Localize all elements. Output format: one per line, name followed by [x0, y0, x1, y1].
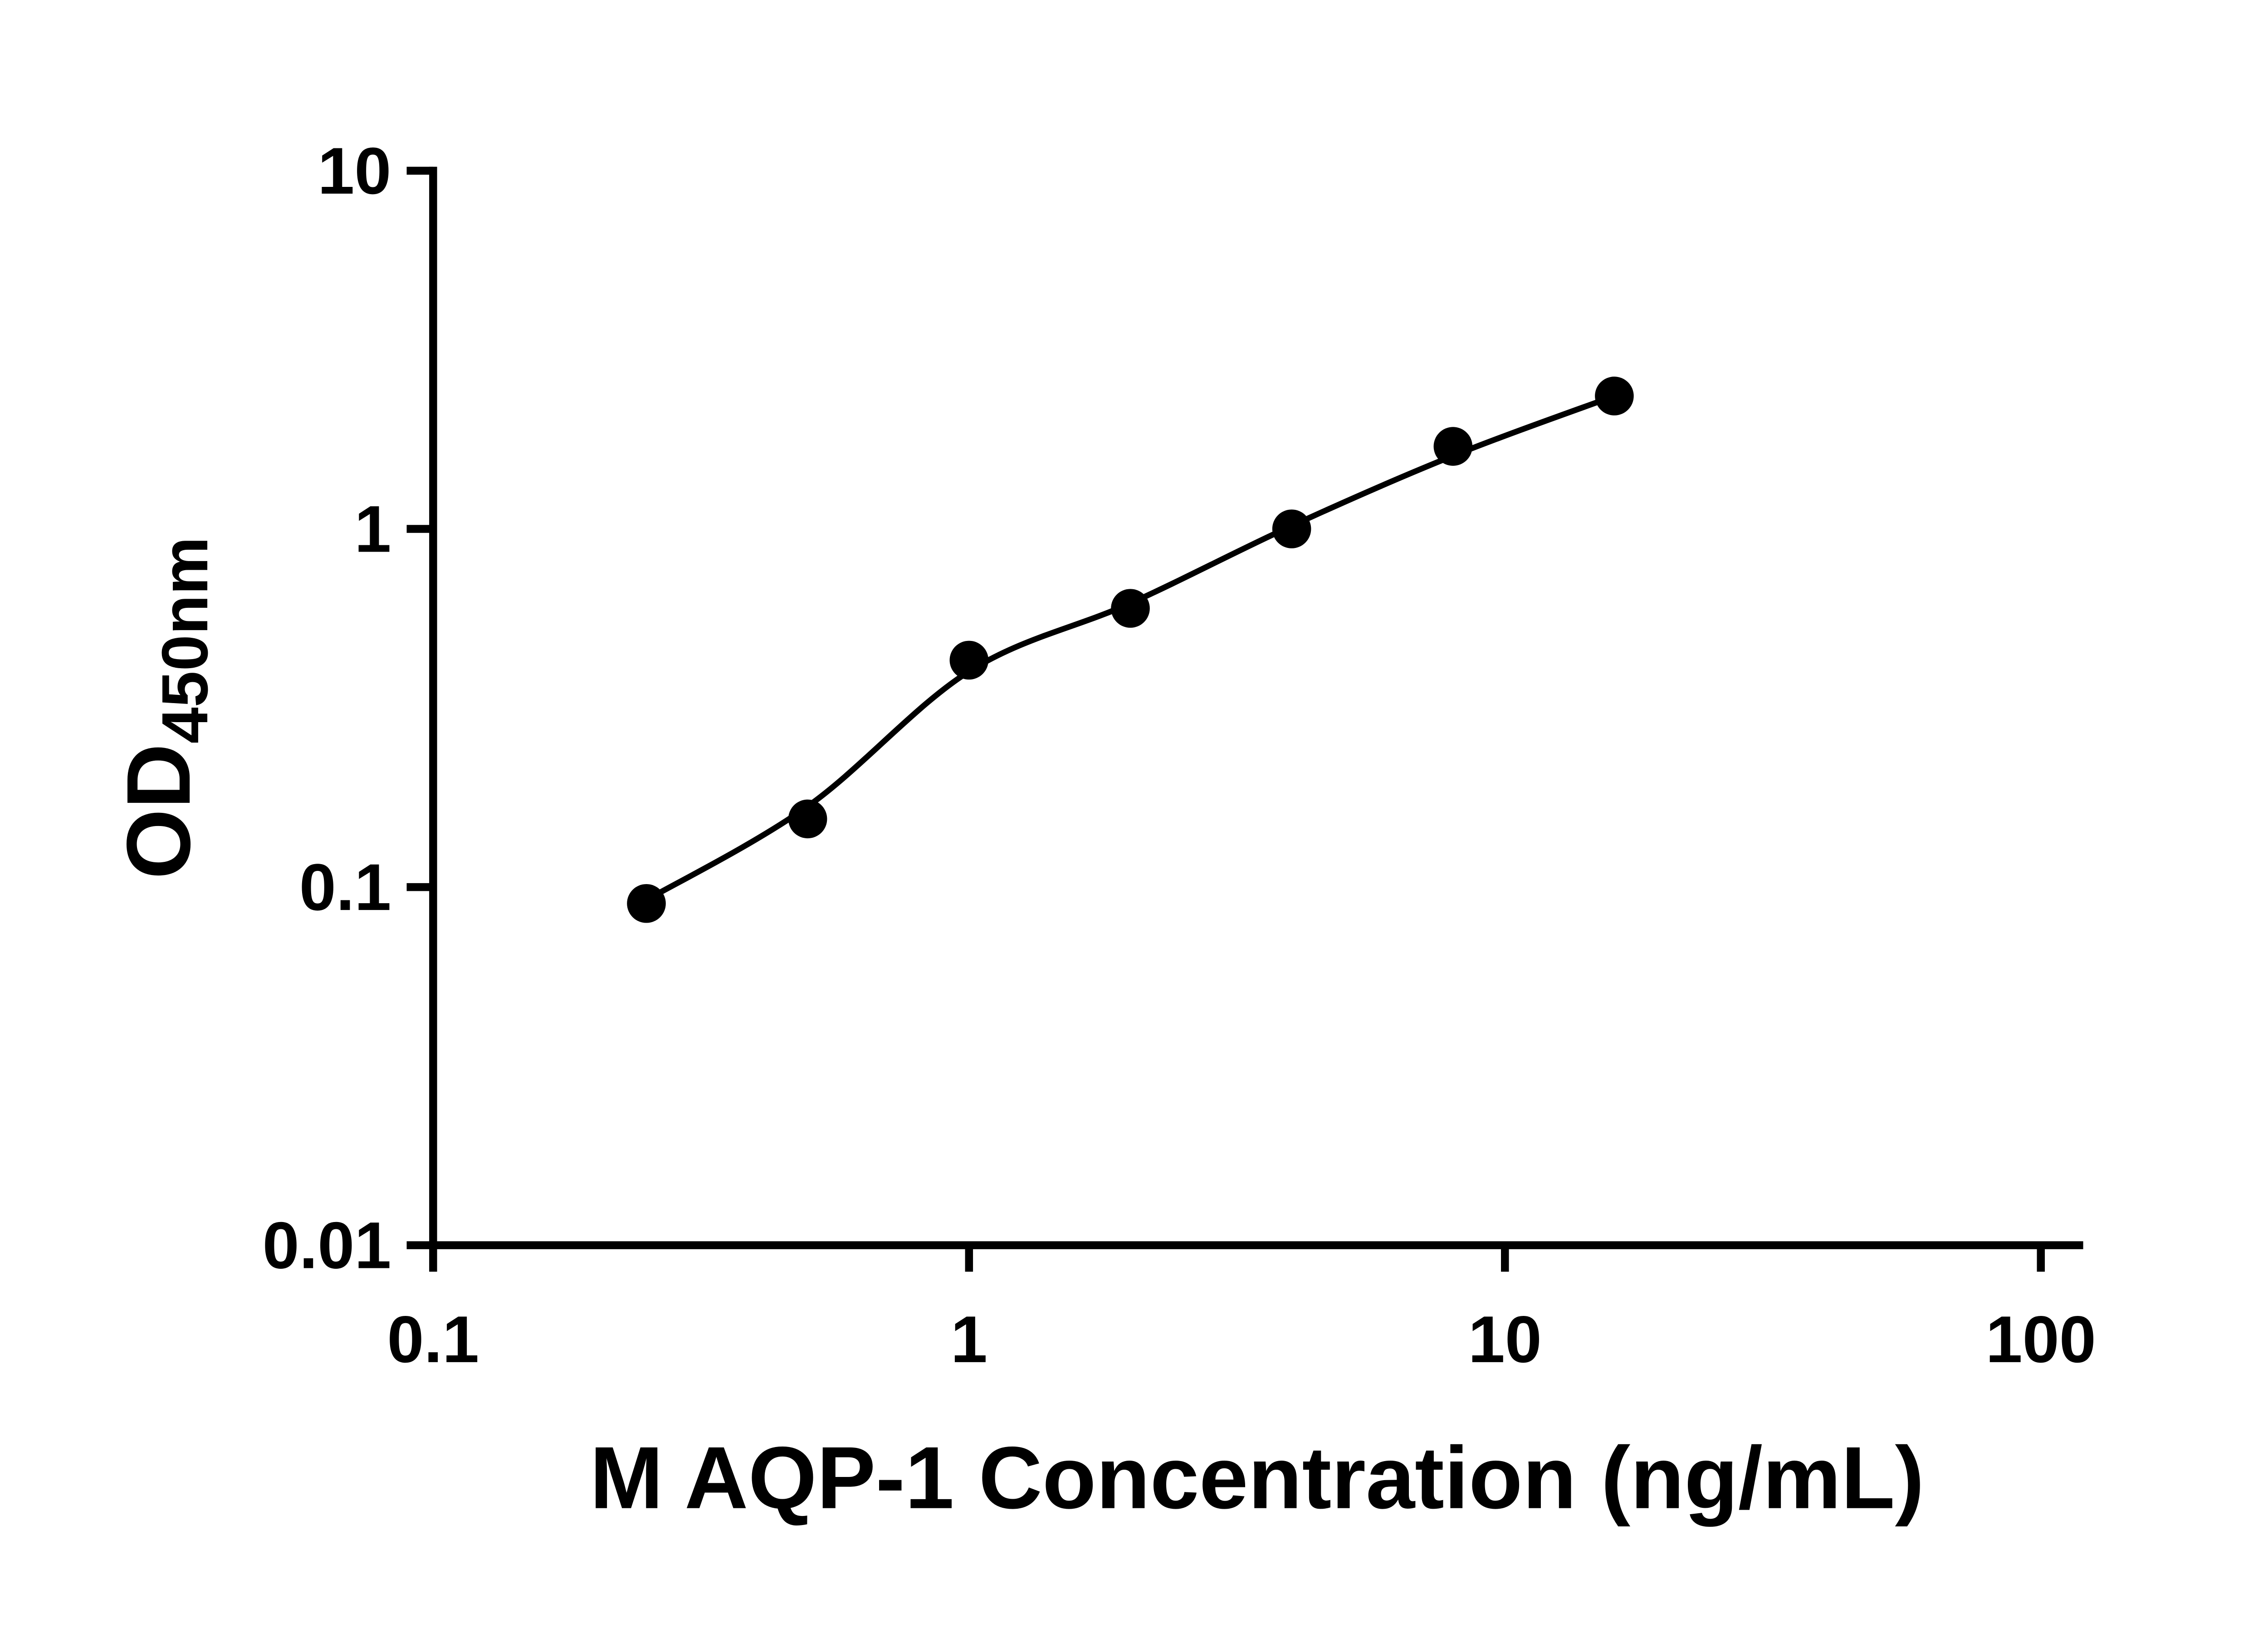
x-tick-label: 1 [951, 1302, 987, 1376]
y-axis-title-main: OD [108, 743, 209, 879]
y-tick-label: 1 [354, 492, 391, 566]
x-tick-label: 100 [1986, 1302, 2096, 1376]
y-tick-label: 0.1 [299, 850, 391, 924]
data-point [788, 799, 827, 839]
x-tick-label: 0.1 [387, 1302, 479, 1376]
y-tick-label: 10 [318, 134, 391, 208]
data-point [1111, 589, 1150, 628]
data-point [627, 884, 666, 923]
y-tick-label: 0.01 [263, 1208, 391, 1282]
data-point [1433, 427, 1473, 466]
data-point [1272, 509, 1311, 548]
y-axis-title: OD450nm [108, 537, 221, 879]
x-tick-label: 10 [1468, 1302, 1542, 1376]
data-point [1595, 376, 1634, 416]
plot-background [0, 22, 2268, 1611]
data-point [949, 640, 989, 680]
x-axis-title: M AQP-1 Concentration (ng/mL) [590, 1429, 1924, 1527]
y-axis-title-subscript: 450nm [149, 537, 221, 743]
